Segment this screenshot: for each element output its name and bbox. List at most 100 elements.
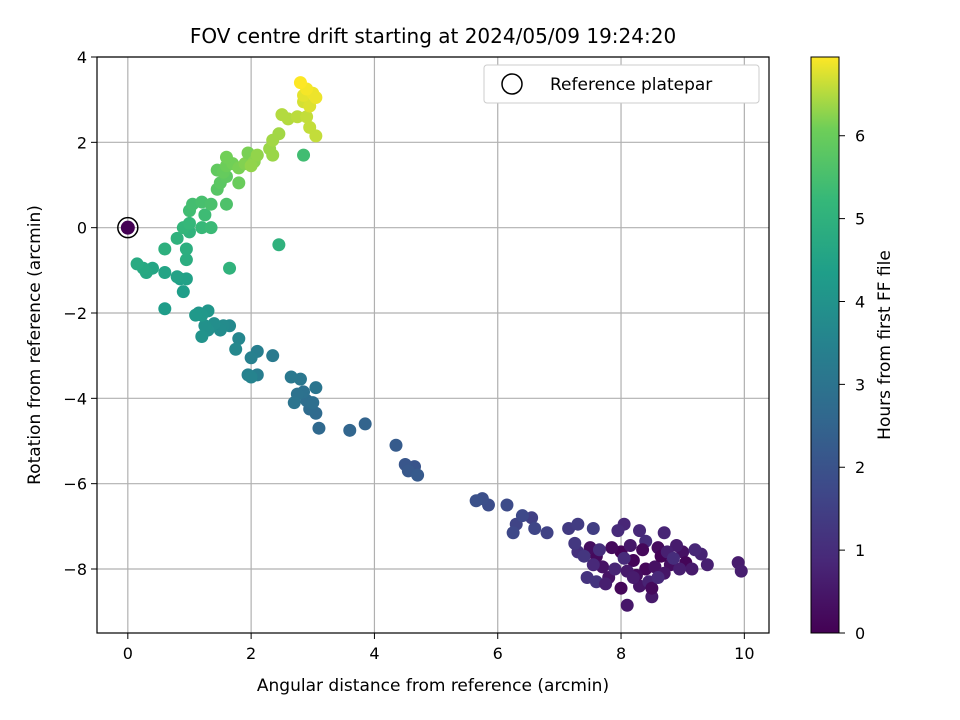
colorbar-tick-label-3: 3	[855, 375, 865, 394]
data-point-51	[626, 571, 640, 585]
data-point-9	[620, 598, 634, 612]
data-point-80	[309, 381, 323, 395]
colorbar-tick-label-2: 2	[855, 458, 865, 477]
colorbar-tick-label-4: 4	[855, 292, 865, 311]
x-axis-label: Angular distance from reference (arcmin)	[257, 676, 609, 696]
data-point-59	[506, 526, 520, 540]
data-point-39	[568, 536, 582, 550]
data-point-13	[700, 558, 714, 572]
data-point-128	[219, 197, 233, 211]
data-point-48	[617, 551, 631, 565]
y-tick-label-0: −8	[63, 560, 87, 579]
data-point-79	[287, 396, 301, 410]
data-point-135	[232, 176, 246, 190]
colorbar-label: Hours from first FF file	[875, 250, 895, 440]
legend-marker-icon	[501, 73, 523, 95]
data-point-143	[250, 148, 264, 162]
legend-entry-reference-platepar: Reference platepar	[550, 75, 712, 95]
colorbar-tick-label-5: 5	[855, 210, 865, 229]
data-point-101	[189, 308, 203, 322]
data-point-151	[290, 110, 304, 124]
colorbar: 0 1 2 3 4 5 6 Hours from first FF file	[810, 56, 895, 643]
data-point-28	[648, 560, 662, 574]
y-tick-label-5: 2	[77, 133, 87, 152]
data-point-114	[179, 253, 193, 267]
data-point-32	[685, 562, 699, 576]
data-point-88	[244, 370, 258, 384]
data-point-96	[198, 319, 212, 333]
y-tick-label-1: −6	[63, 475, 87, 494]
data-point-69	[389, 438, 403, 452]
data-point-52	[599, 577, 613, 591]
data-point-12	[734, 564, 748, 578]
data-point-71	[343, 423, 357, 437]
data-point-83	[266, 349, 280, 363]
scatter-points	[130, 76, 748, 612]
data-point-123	[198, 208, 212, 222]
data-point-107	[158, 265, 172, 279]
data-point-41	[571, 517, 585, 531]
data-point-102	[158, 302, 172, 316]
data-point-44	[636, 543, 650, 557]
data-point-144	[244, 159, 258, 173]
x-tick-label-0: 0	[123, 644, 133, 663]
y-axis-ticks: −8 −6 −4 −2 0 2 4	[63, 48, 97, 579]
data-point-56	[540, 526, 554, 540]
colorbar-tick-label-0: 0	[855, 624, 865, 643]
data-point-112	[272, 238, 286, 252]
data-point-159	[309, 91, 323, 105]
data-point-106	[170, 270, 184, 284]
legend: Reference platepar	[483, 64, 760, 104]
data-point-58	[528, 521, 542, 535]
data-point-117	[170, 231, 184, 245]
y-axis-label: Rotation from reference (arcmin)	[25, 205, 45, 485]
data-point-154	[309, 129, 323, 143]
data-point-54	[666, 551, 680, 565]
y-tick-label-2: −4	[63, 389, 87, 408]
colorbar-tick-label-1: 1	[855, 541, 865, 560]
x-tick-label-2: 4	[369, 644, 379, 663]
data-point-138	[219, 150, 233, 164]
y-tick-label-4: 0	[77, 219, 87, 238]
reference-marker	[117, 216, 139, 239]
chart-title: FOV centre drift starting at 2024/05/09 …	[190, 24, 676, 48]
data-point-152	[300, 110, 314, 124]
data-point-122	[204, 221, 218, 235]
data-point-150	[275, 108, 289, 122]
data-point-17	[633, 524, 647, 538]
data-point-120	[182, 216, 196, 230]
data-point-86	[244, 351, 258, 365]
data-point-115	[179, 242, 193, 256]
data-point-76	[306, 396, 320, 410]
data-point-30	[670, 539, 684, 553]
data-point-64	[469, 494, 483, 508]
colorbar-tick-label-6: 6	[855, 127, 865, 146]
data-point-33	[673, 562, 687, 576]
data-point-68	[411, 468, 425, 482]
data-point-161	[293, 76, 307, 90]
data-point-60	[515, 509, 529, 523]
data-point-25	[605, 541, 619, 555]
colorbar-gradient	[810, 56, 840, 634]
x-tick-label-1: 2	[246, 644, 256, 663]
x-tick-label-5: 10	[734, 644, 754, 663]
data-point-90	[229, 342, 243, 356]
data-point-49	[592, 543, 606, 557]
data-point-36	[608, 562, 622, 576]
data-point-148	[266, 133, 280, 147]
data-point-53	[651, 571, 665, 585]
y-tick-label-3: −2	[63, 304, 87, 323]
colorbar-ticks: 0 1 2 3 4 5 6	[839, 127, 865, 643]
data-point-47	[688, 543, 702, 557]
reference-marker-dot	[120, 220, 135, 235]
data-point-50	[645, 581, 659, 595]
y-tick-label-6: 4	[77, 48, 87, 67]
data-point-146	[266, 148, 280, 162]
legend-box	[483, 64, 760, 104]
x-tick-label-3: 6	[493, 644, 503, 663]
data-point-97	[195, 329, 209, 343]
data-point-42	[586, 521, 600, 535]
data-point-129	[297, 148, 311, 162]
data-point-113	[223, 261, 237, 275]
